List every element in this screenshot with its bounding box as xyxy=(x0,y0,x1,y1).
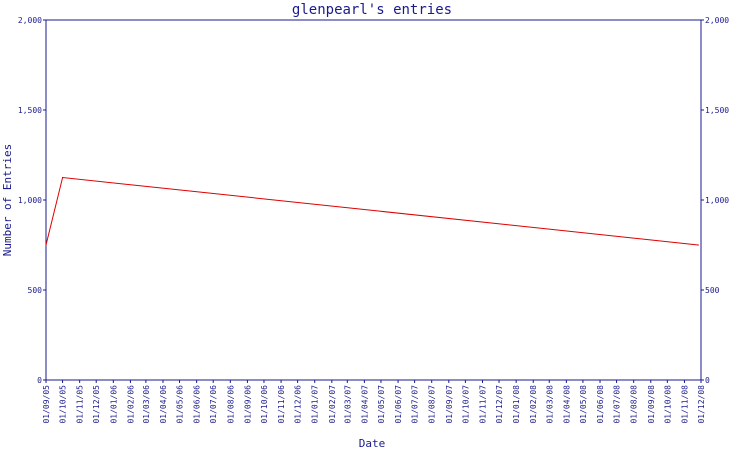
y-tick-label-left: 2,000 xyxy=(18,16,42,25)
x-tick-label: 01/03/08 xyxy=(545,385,554,424)
x-tick-label: 01/07/08 xyxy=(613,385,622,424)
y-axis-label: Number of Entries xyxy=(1,144,14,257)
chart-title: glenpearl's entries xyxy=(292,2,452,18)
y-tick-label-right: 1,000 xyxy=(705,196,729,205)
y-tick-label-right: 1,500 xyxy=(705,106,729,115)
x-tick-label: 01/12/05 xyxy=(92,385,101,424)
x-tick-label: 01/08/07 xyxy=(428,385,437,424)
y-tick-label-left: 1,000 xyxy=(18,196,42,205)
x-tick-label: 01/09/05 xyxy=(42,385,51,424)
x-tick-label: 01/06/08 xyxy=(596,385,605,424)
x-tick-label: 01/02/08 xyxy=(529,385,538,424)
x-tick-label: 01/03/06 xyxy=(142,385,151,424)
x-tick-label: 01/12/06 xyxy=(294,385,303,424)
data-point xyxy=(61,176,64,179)
x-tick-label: 01/06/06 xyxy=(193,385,202,424)
x-tick-label: 01/08/08 xyxy=(630,385,639,424)
x-tick-label: 01/10/06 xyxy=(260,385,269,424)
x-tick-label: 01/07/07 xyxy=(411,385,420,424)
x-tick-label: 01/06/07 xyxy=(394,385,403,424)
y-tick-label-right: 2,000 xyxy=(705,16,729,25)
plot-area-frame xyxy=(45,19,702,381)
y-tick-label-right: 500 xyxy=(705,286,720,295)
y-tick-label-left: 1,500 xyxy=(18,106,42,115)
x-tick-label: 01/02/06 xyxy=(126,385,135,424)
x-tick-label: 01/04/08 xyxy=(562,385,571,424)
x-tick-label: 01/11/08 xyxy=(680,385,689,424)
x-tick-label: 01/03/07 xyxy=(343,385,352,424)
y-tick-label-right: 0 xyxy=(705,376,710,385)
x-tick-label: 01/11/06 xyxy=(277,385,286,424)
x-tick-label: 01/05/07 xyxy=(377,385,386,424)
x-tick-label: 01/01/07 xyxy=(311,385,320,424)
x-tick-label: 01/12/07 xyxy=(495,385,504,424)
y-tick-label-left: 500 xyxy=(28,286,43,295)
x-tick-label: 01/09/08 xyxy=(647,385,656,424)
x-tick-label: 01/05/08 xyxy=(579,385,588,424)
x-tick-label: 01/10/05 xyxy=(59,385,68,424)
x-tick-label: 01/02/07 xyxy=(328,385,337,424)
series-line xyxy=(45,176,699,246)
x-tick-label: 01/10/08 xyxy=(663,385,672,424)
y-tick-label-left: 0 xyxy=(37,376,42,385)
x-tick-label: 01/09/07 xyxy=(445,385,454,424)
x-tick-label: 01/05/06 xyxy=(176,385,185,424)
x-tick-label: 01/11/07 xyxy=(478,385,487,424)
data-point xyxy=(45,244,47,246)
x-tick-label: 01/10/07 xyxy=(461,385,470,424)
x-tick-label: 01/08/06 xyxy=(226,385,235,424)
chart-marks: 0 0 500 500 1,000 1,000 1,500 1,500 2,000 2,000 01… xyxy=(18,16,729,424)
data-point xyxy=(697,244,699,246)
x-tick-label: 01/07/06 xyxy=(209,385,218,424)
x-tick-label: 01/01/08 xyxy=(512,385,521,424)
x-tick-label: 01/11/05 xyxy=(76,385,85,424)
x-tick-label: 01/12/08 xyxy=(697,385,706,424)
x-tick-label: 01/09/06 xyxy=(243,385,252,424)
x-tick-label: 01/04/07 xyxy=(360,385,369,424)
x-tick-label: 01/01/06 xyxy=(109,385,118,424)
x-tick-label: 01/04/06 xyxy=(159,385,168,424)
x-axis-label: Date xyxy=(359,437,386,450)
